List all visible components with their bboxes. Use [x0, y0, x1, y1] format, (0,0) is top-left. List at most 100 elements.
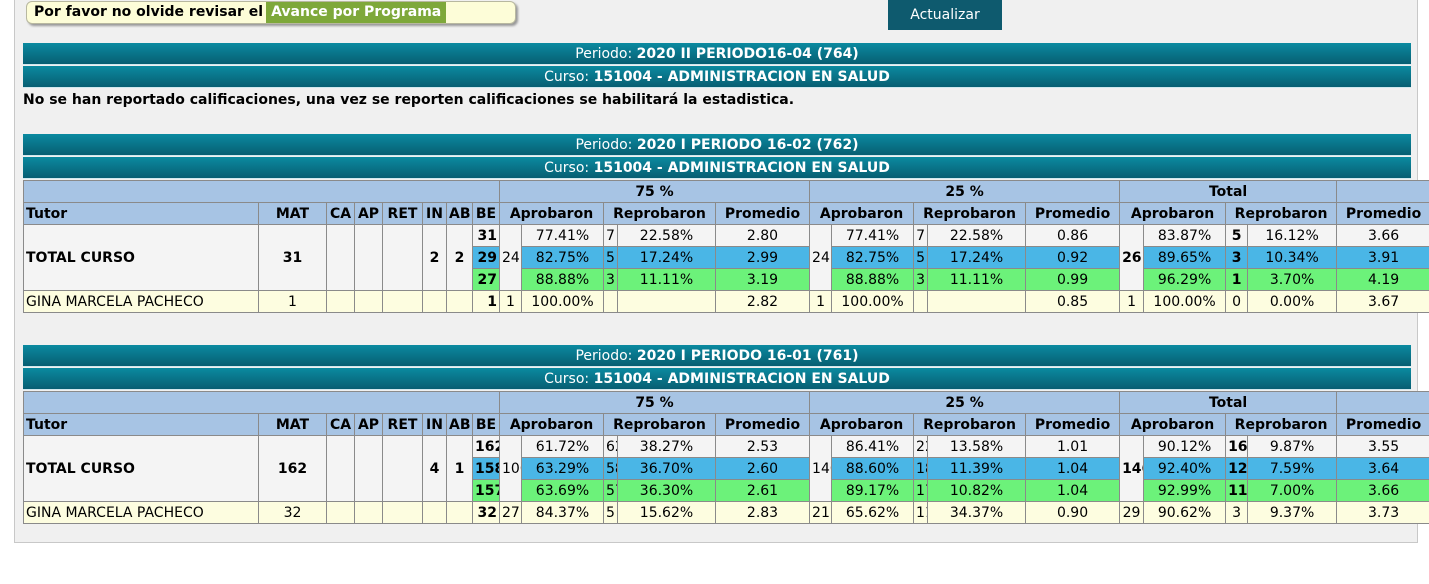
- ret-value: [382, 224, 423, 291]
- tutor-aprobaron-25-pct: 65.62%: [831, 501, 915, 524]
- tutor-be: 1: [472, 290, 500, 313]
- tutor-reprobaron-75-count: [603, 290, 618, 313]
- total-curso-label: TOTAL CURSO: [23, 435, 259, 502]
- header-ab: AB: [446, 202, 473, 225]
- curso-label: Curso:: [544, 371, 590, 387]
- tutor-reprobaron-total-count: 0: [1225, 290, 1249, 313]
- tutor-promedio-75: 2.82: [714, 290, 811, 313]
- tutor-aprobaron-75-count: 1: [499, 290, 522, 313]
- reprobaron-25-count: 3: [913, 268, 929, 291]
- reprobaron-total-pct: 10.34%: [1247, 246, 1338, 269]
- promedio-total: 3.66: [1336, 224, 1429, 247]
- promedio-75: 2.99: [714, 246, 811, 269]
- header-aprobaron-25: Aprobaron: [809, 413, 915, 436]
- promedio-75: 2.61: [714, 479, 811, 502]
- tutor-be: 32: [472, 501, 500, 524]
- reprobaron-total-count: 12: [1225, 457, 1249, 480]
- curso-value: 151004 - ADMINISTRACION EN SALUD: [593, 69, 890, 85]
- tutor-promedio-total: 3.67: [1336, 290, 1429, 313]
- periodo-bar: Periodo: 2020 I PERIODO 16-01 (761): [23, 345, 1411, 367]
- notice-box: Por favor no olvide revisar el Avance por…: [26, 1, 516, 24]
- header-group-total: Total: [1119, 180, 1338, 203]
- reprobaron-75-pct: 11.11%: [617, 268, 716, 291]
- aprobaron-25-count: 24: [809, 224, 833, 291]
- aprobaron-75-pct: 82.75%: [521, 246, 604, 269]
- curso-bar: Curso: 151004 - ADMINISTRACION EN SALUD: [23, 157, 1411, 179]
- tutor-reprobaron-total-pct: 0.00%: [1247, 290, 1338, 313]
- aprobaron-75-pct: 61.72%: [521, 435, 604, 458]
- promedio-25: 1.01: [1025, 435, 1121, 458]
- reprobaron-75-pct: 22.58%: [617, 224, 716, 247]
- header-tutor: Tutor: [23, 413, 259, 436]
- reprobaron-75-count: 58: [603, 457, 618, 480]
- tutor-reprobaron-25-count: [913, 290, 929, 313]
- mat-value: 31: [258, 224, 327, 291]
- tutor-promedio-25: 0.85: [1025, 290, 1121, 313]
- header-reprobaron-25: Reprobaron: [913, 413, 1027, 436]
- tutor-reprobaron-25-count: 11: [913, 501, 929, 524]
- header-aprobaron-total: Aprobaron: [1119, 202, 1227, 225]
- aprobaron-total-count: 146: [1119, 435, 1145, 502]
- tutor-reprobaron-75-count: 5: [603, 501, 618, 524]
- tutor-aprobaron-total-pct: 90.62%: [1143, 501, 1227, 524]
- reprobaron-75-pct: 17.24%: [617, 246, 716, 269]
- be-value: 27: [472, 268, 500, 291]
- aprobaron-25-pct: 88.88%: [831, 268, 915, 291]
- aprobaron-75-pct: 63.29%: [521, 457, 604, 480]
- header-be: BE: [472, 413, 500, 436]
- reprobaron-total-count: 16: [1225, 435, 1249, 458]
- aprobaron-total-pct: 92.99%: [1143, 479, 1227, 502]
- reprobaron-75-pct: 38.27%: [617, 435, 716, 458]
- curso-label: Curso:: [544, 160, 590, 176]
- aprobaron-75-pct: 63.69%: [521, 479, 604, 502]
- tutor-reprobaron-25-pct: [927, 290, 1027, 313]
- promedio-25: 0.86: [1025, 224, 1121, 247]
- tutor-promedio-75: 2.83: [714, 501, 811, 524]
- tutor-in: [422, 501, 447, 524]
- promedio-total: 3.55: [1336, 435, 1429, 458]
- mat-value: 162: [258, 435, 327, 502]
- reprobaron-25-count: 7: [913, 224, 929, 247]
- tutor-aprobaron-75-pct: 84.37%: [521, 501, 604, 524]
- reprobaron-25-pct: 13.58%: [927, 435, 1027, 458]
- promedio-total: 3.64: [1336, 457, 1429, 480]
- promedio-25: 0.99: [1025, 268, 1121, 291]
- reprobaron-25-count: 17: [913, 479, 929, 502]
- header-ret: RET: [382, 413, 423, 436]
- table-row: 27 88.88% 3 11.11% 3.19 88.88% 3 11.11% …: [24, 268, 1429, 291]
- reprobaron-25-pct: 11.11%: [927, 268, 1027, 291]
- header-ca: CA: [326, 413, 355, 436]
- ca-value: [326, 435, 355, 502]
- tutor-name: GINA MARCELA PACHECO: [23, 501, 259, 524]
- header-in: IN: [422, 413, 447, 436]
- header-reprobaron-total: Reprobaron: [1225, 413, 1338, 436]
- header-reprobaron-75: Reprobaron: [603, 202, 716, 225]
- promedio-25: 1.04: [1025, 479, 1121, 502]
- tutor-ap: [354, 290, 383, 313]
- header-ab: AB: [446, 413, 473, 436]
- header-group-25: 25 %: [809, 391, 1121, 414]
- stats-table: 75 % 25 % Total Tutor MAT CA AP RET IN A…: [23, 391, 1429, 524]
- notice-text: Por favor no olvide revisar el: [34, 4, 264, 20]
- reprobaron-total-pct: 16.12%: [1247, 224, 1338, 247]
- tutor-name: GINA MARCELA PACHECO: [23, 290, 259, 313]
- curso-value: 151004 - ADMINISTRACION EN SALUD: [593, 160, 890, 176]
- header-blank: [23, 180, 500, 203]
- update-button[interactable]: Actualizar: [888, 0, 1002, 30]
- reprobaron-75-count: 3: [603, 268, 618, 291]
- tutor-aprobaron-25-pct: 100.00%: [831, 290, 915, 313]
- tutor-aprobaron-75-count: 27: [499, 501, 522, 524]
- avance-programa-link[interactable]: Avance por Programa: [266, 2, 447, 23]
- header-group-total: Total: [1119, 391, 1338, 414]
- be-value: 29: [472, 246, 500, 269]
- periodo-label: Periodo:: [575, 46, 633, 62]
- reprobaron-25-pct: 10.82%: [927, 479, 1027, 502]
- aprobaron-25-count: 140: [809, 435, 833, 502]
- be-value: 162: [472, 435, 500, 458]
- tutor-ca: [326, 290, 355, 313]
- tutor-reprobaron-total-count: 3: [1225, 501, 1249, 524]
- in-value: 2: [422, 224, 447, 291]
- reprobaron-25-count: 5: [913, 246, 929, 269]
- ret-value: [382, 435, 423, 502]
- ab-value: 2: [446, 224, 473, 291]
